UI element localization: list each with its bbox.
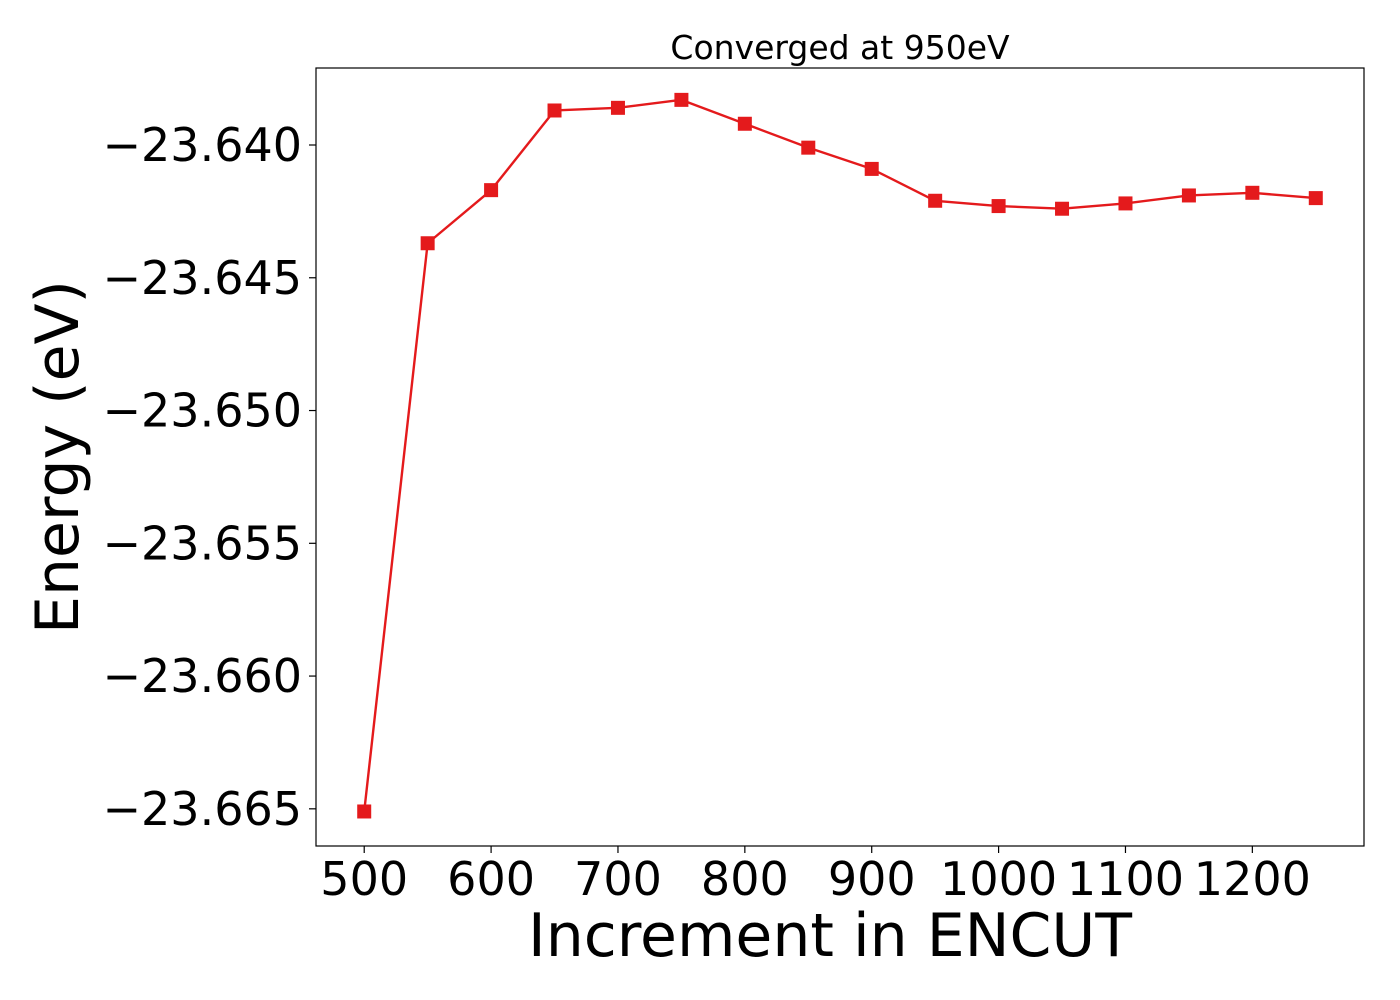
data-point-marker (1181, 188, 1196, 203)
data-point-marker (737, 116, 752, 131)
x-tick-label: 600 (447, 852, 535, 906)
x-axis: 500 600 700 800 900 1000 1100 1200 (320, 846, 1311, 906)
data-point-marker (864, 161, 879, 176)
data-point-marker (1055, 201, 1070, 216)
series-line (363, 98, 1316, 812)
x-tick-label: 1200 (1194, 852, 1311, 906)
y-tick-label: −23.665 (103, 782, 303, 836)
y-tick-label: −23.655 (103, 516, 303, 570)
x-tick-label: 1000 (940, 852, 1057, 906)
y-tick-label: −23.650 (103, 384, 303, 438)
data-point-marker (1245, 185, 1260, 200)
y-tick-label: −23.640 (103, 118, 303, 172)
data-point-marker (991, 199, 1006, 214)
data-point-marker (484, 183, 499, 198)
x-tick-label: 500 (320, 852, 408, 906)
data-point-marker (420, 236, 435, 251)
x-tick-label: 700 (574, 852, 662, 906)
y-tick-label: −23.660 (103, 649, 303, 703)
data-point-marker (928, 193, 943, 208)
data-point-marker (610, 100, 625, 115)
data-point-marker (1118, 196, 1133, 211)
x-tick-label: 1100 (1067, 852, 1184, 906)
x-tick-label: 900 (828, 852, 916, 906)
data-point-marker (1308, 191, 1323, 206)
x-axis-title: Increment in ENCUT (528, 901, 1132, 971)
y-axis-title: Energy (eV) (23, 280, 93, 634)
y-axis: −23.640 −23.645 −23.650 −23.655 −23.660 −23.6… (103, 118, 316, 836)
plot-area (357, 92, 1323, 819)
data-point-marker (674, 92, 689, 107)
plot-frame (315, 67, 1365, 847)
y-tick-label: −23.645 (103, 251, 303, 305)
data-point-marker (547, 103, 562, 118)
data-point-marker (801, 140, 816, 155)
chart-title: Converged at 950eV (670, 28, 1010, 67)
data-point-marker (357, 804, 372, 819)
x-tick-label: 800 (701, 852, 789, 906)
